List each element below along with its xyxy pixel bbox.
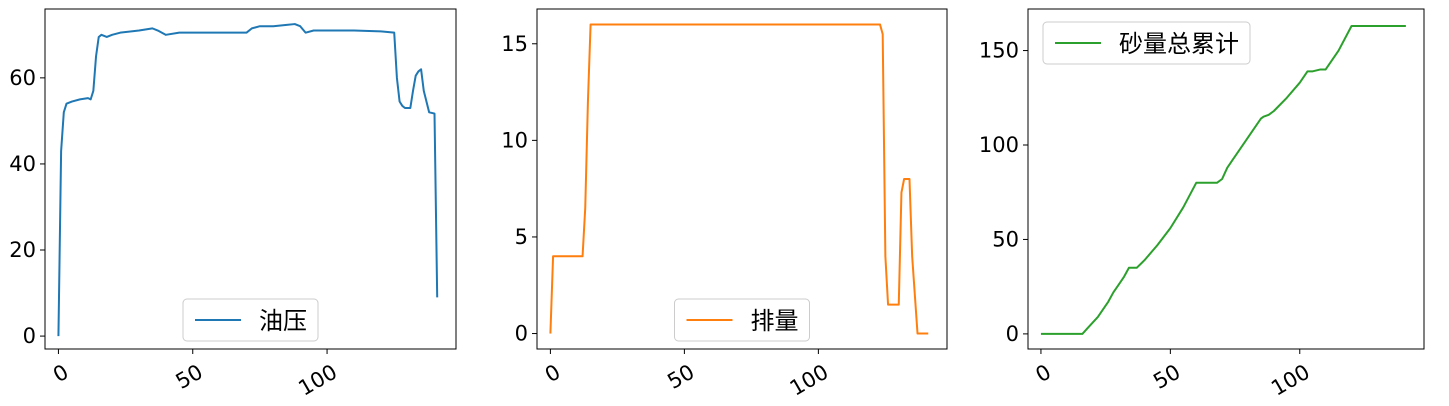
y-tick-label: 100: [979, 133, 1019, 157]
legend: 砂量总累计: [1042, 21, 1251, 65]
y-tick-label: 5: [515, 225, 528, 249]
y-tick-label: 20: [9, 238, 36, 262]
axes-frame: [44, 8, 457, 350]
x-tick-label: 100: [294, 360, 341, 401]
panel-cumulative-sand: 0 50 100 150 0 50 100 砂量总累计: [979, 8, 1425, 401]
x-tick-label: 0: [1031, 360, 1055, 387]
axes-frame: [1027, 8, 1425, 350]
y-tick-label: 0: [1006, 322, 1019, 346]
y-tick-label: 0: [23, 324, 36, 348]
legend-box: [674, 298, 810, 342]
x-tick-label: 50: [663, 360, 698, 394]
y-tick-label: 60: [9, 66, 36, 90]
series-line-discharge-rate-0: [549, 23, 929, 335]
legend: 油压: [182, 298, 319, 342]
panel-discharge-rate: 0 5 10 15 0 50 100 排量: [501, 8, 948, 401]
y-tick-label: 40: [9, 152, 36, 176]
legend: 排量: [674, 298, 810, 342]
y-tick-label: 50: [992, 227, 1019, 251]
x-tick-label: 50: [1149, 360, 1184, 394]
y-tick-label: 15: [501, 32, 528, 56]
legend-box: [182, 298, 319, 342]
series-line-oil-pressure-0: [57, 23, 439, 337]
x-tick-label: 0: [49, 360, 73, 387]
y-tick-label: 150: [979, 39, 1019, 63]
x-tick-label: 0: [541, 360, 565, 387]
legend-label: 排量: [751, 307, 799, 335]
series-line-cumulative-sand-0: [1040, 25, 1406, 335]
x-tick-label: 50: [172, 360, 207, 394]
x-tick-label: 100: [786, 360, 833, 401]
legend-label: 油压: [259, 307, 307, 335]
axes-frame: [536, 8, 948, 350]
panel-oil-pressure: 0 20 40 60 0 50 100 油压: [9, 8, 457, 401]
legend-label: 砂量总累计: [1119, 30, 1239, 58]
x-tick-label: 100: [1267, 360, 1314, 401]
y-tick-label: 10: [501, 128, 528, 152]
legend-box: [1042, 21, 1251, 65]
y-tick-label: 0: [515, 322, 528, 346]
